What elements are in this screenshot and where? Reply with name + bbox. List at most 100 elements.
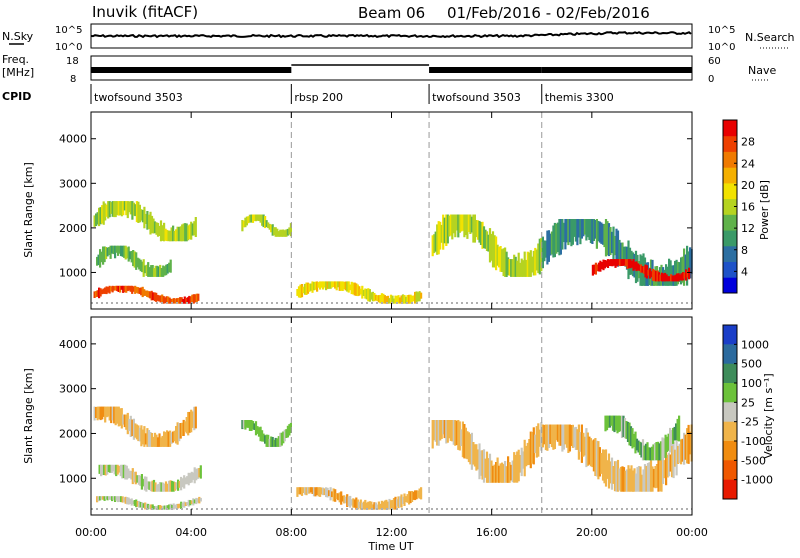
colorbar-tick-label: 8 [741,244,748,257]
echo-cell [491,465,495,483]
echo-cell [671,275,674,282]
echo-cell [186,502,189,506]
echo-cell [687,424,690,464]
echo-cell [120,496,123,503]
echo-cell [126,412,129,435]
echo-cell [434,231,437,252]
echo-cell [120,245,123,257]
echo-cell [659,441,663,461]
echo-cell [95,213,98,226]
echo-cell [337,281,340,288]
echo-cell [643,464,647,492]
echo-cell [334,489,337,502]
echo-cell [168,262,171,273]
echo-cell [508,462,511,483]
echo-cell [616,230,620,267]
echo-cell [559,424,562,446]
colorbar-swatch [723,198,737,215]
echo-cell [309,283,313,291]
echo-cell [517,252,520,277]
echo-cell [309,487,313,493]
echo-cell [181,478,184,488]
echo-cell [623,418,627,439]
echo-cell [161,482,165,492]
echo-cell [282,229,285,237]
echo-cell [491,231,495,268]
echo-cell [498,465,501,483]
echo-cell [635,261,638,272]
echo-cell [285,229,288,237]
echo-cell [397,295,400,304]
echo-cell [654,271,658,282]
echo-cell [98,464,101,474]
echo-cell [561,424,564,452]
echo-cell [442,420,445,435]
echo-cell [101,205,104,224]
echo-cell [655,464,659,488]
echo-cell [493,235,496,268]
power-ylabel: Slant Range [km] [22,162,35,258]
echo-cell [254,421,258,436]
echo-cell [591,440,594,468]
echo-cell [592,439,595,472]
echo-cell [169,430,172,447]
echo-cell [135,201,138,223]
echo-cell [400,295,403,304]
echo-cell [271,437,274,447]
echo-cell [657,272,661,282]
echo-cell [138,427,141,442]
echo-cell [166,264,169,274]
echo-cell [188,295,191,304]
echo-cell [248,214,251,223]
echo-cell [344,281,347,291]
echo-cell [514,256,517,277]
echo-cell [189,473,192,484]
echo-cell [102,246,105,265]
echo-cell [158,482,162,492]
echo-cell [114,285,117,291]
echo-cell [119,285,122,293]
echo-cell [596,264,599,272]
echo-cell [615,461,618,492]
echo-cell [98,287,101,299]
echo-cell [637,466,641,492]
echo-cell [276,228,279,237]
echo-cell [129,201,132,215]
echo-cell [618,259,622,267]
y-tick-label: 1000 [59,266,87,279]
y-tick-label: 4000 [59,133,87,146]
echo-cell [601,449,605,481]
echo-cell [675,423,678,440]
echo-cell [647,269,650,276]
echo-cell [196,498,199,503]
echo-cell [132,500,135,505]
echo-cell [534,247,537,276]
echo-cell [145,476,148,492]
echo-cell [570,425,573,446]
echo-cell [251,421,255,430]
echo-cell [392,298,396,304]
echo-cell [153,506,156,510]
echo-cell [607,223,611,257]
echo-cell [632,433,636,447]
echo-cell [568,219,571,243]
echo-cell [149,432,152,447]
colorbar-tick-label: 24 [741,157,755,170]
echo-cell [317,487,320,497]
velocity-x-ticks [90,317,693,515]
colorbar-swatch [723,421,737,442]
echo-cell [112,496,115,500]
echo-cell [353,282,356,296]
echo-cell [164,481,168,492]
echo-cell [344,496,347,504]
echo-cell [636,263,640,271]
colorbar-tick-label: -1000 [741,474,773,487]
echo-cell [642,469,645,492]
echo-cell [612,259,616,266]
echo-cell [473,444,476,467]
time-tick-label: 00:00 [75,526,107,539]
echo-cell [137,425,140,442]
echo-cell [98,406,101,419]
echo-cell [247,420,250,428]
echo-cell [144,502,147,510]
